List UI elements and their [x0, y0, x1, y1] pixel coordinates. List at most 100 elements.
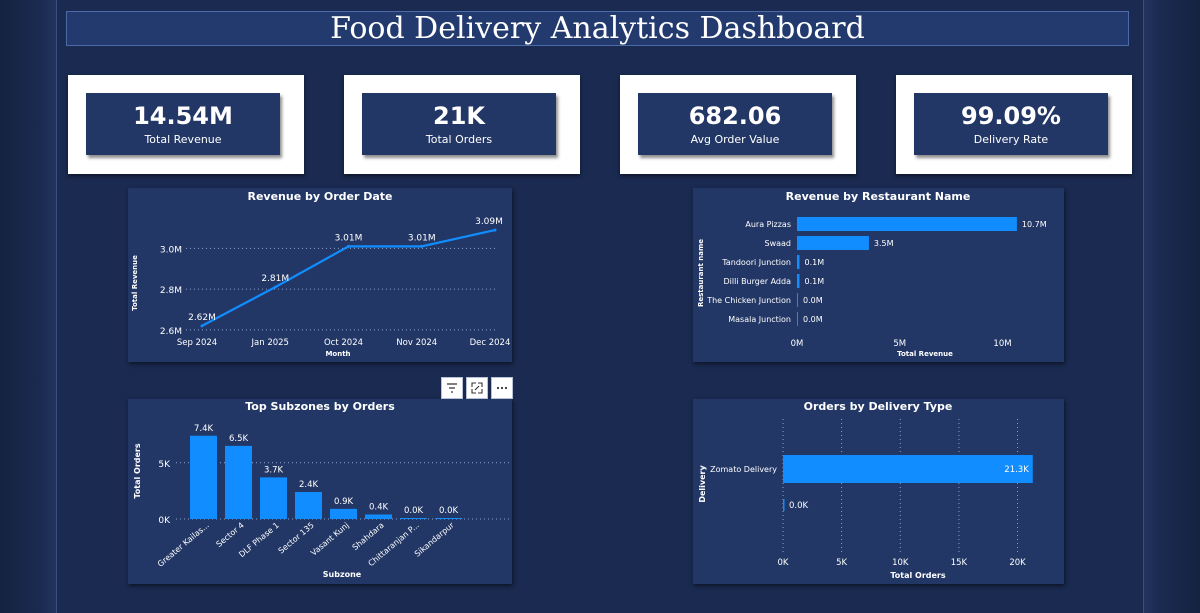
- kpi-card: 14.54M Total Revenue: [86, 93, 280, 155]
- data-label: 10.7M: [1022, 220, 1047, 229]
- y-axis-label: Total Orders: [133, 443, 142, 498]
- chart-title: Revenue by Restaurant Name: [786, 190, 971, 203]
- data-label: 3.09M: [475, 217, 503, 227]
- x-tick-label: 10K: [892, 558, 909, 568]
- data-label: 2.81M: [261, 274, 289, 284]
- filter-icon[interactable]: [441, 377, 463, 399]
- y-tick-label: 2.6M: [160, 327, 182, 337]
- orders-by-delivery-type-chart[interactable]: Orders by Delivery Type 0K 5K 10K 15K 20K Zoma…: [693, 399, 1064, 584]
- x-tick-label: Sep 2024: [177, 338, 217, 348]
- data-label: 3.01M: [408, 233, 436, 243]
- bar: [400, 518, 427, 519]
- right-edge-decoration: [1143, 0, 1200, 613]
- data-label: 0.0K: [404, 506, 424, 516]
- data-label: 0.0M: [803, 315, 823, 324]
- category-label: Tandoori Junction: [721, 258, 791, 267]
- y-tick-label: 3.0M: [160, 245, 182, 255]
- bar: [365, 514, 392, 519]
- bar: [225, 445, 252, 519]
- kpi-delivery-rate[interactable]: 99.09% Delivery Rate: [896, 75, 1132, 174]
- kpi-value: 21K: [433, 102, 485, 130]
- kpi-label: Total Orders: [425, 133, 493, 146]
- bar: [797, 274, 800, 288]
- data-label: 6.5K: [229, 434, 249, 444]
- x-tick-label: Sector 4: [214, 521, 245, 549]
- data-label: 0.9K: [334, 497, 354, 507]
- revenue-by-restaurant-chart[interactable]: Revenue by Restaurant Name Aura Pizzas 10.…: [693, 188, 1064, 362]
- data-point: [493, 228, 497, 232]
- x-tick-label: Shahdara: [351, 521, 386, 553]
- chart-title: Orders by Delivery Type: [804, 400, 953, 413]
- bar: [435, 518, 462, 519]
- data-label: 0.1M: [805, 277, 825, 286]
- data-label: 0.4K: [369, 503, 389, 513]
- data-label: 0.0M: [803, 296, 823, 305]
- kpi-total-orders[interactable]: 21K Total Orders: [344, 75, 580, 174]
- x-tick-label: 20K: [1009, 558, 1026, 568]
- y-tick-label: 0K: [158, 516, 171, 526]
- kpi-card: 99.09% Delivery Rate: [914, 93, 1108, 155]
- data-point: [420, 244, 424, 248]
- revenue-by-order-date-chart[interactable]: Revenue by Order Date 2.6M 2.8M 3.0M 2.62M Se…: [128, 188, 512, 362]
- x-tick-label: 5K: [836, 558, 847, 568]
- category-label: Zomato Delivery: [710, 465, 777, 474]
- data-label: 3.01M: [335, 233, 363, 243]
- visual-header-toolbar: [441, 377, 513, 399]
- kpi-avg-order-value[interactable]: 682.06 Avg Order Value: [620, 75, 856, 174]
- x-axis-label: Total Orders: [890, 571, 945, 580]
- x-tick-label: Greater Kailas...: [156, 521, 211, 569]
- data-label: 7.4K: [194, 424, 214, 434]
- bar: [797, 312, 798, 326]
- chart-svg: Orders by Delivery Type 0K 5K 10K 15K 20K Zoma…: [698, 400, 1033, 580]
- bar: [797, 255, 800, 269]
- kpi-label: Total Revenue: [144, 133, 222, 146]
- category-label: Masala Junction: [728, 315, 791, 324]
- chart-svg: Top Subzones by Orders 0K 5K 7.4K Greater Ka…: [133, 400, 510, 579]
- data-point: [273, 285, 277, 289]
- data-label: 3.7K: [264, 465, 284, 475]
- bar: [330, 508, 357, 519]
- data-label: 0.1M: [805, 258, 825, 267]
- x-tick-label: 10M: [993, 339, 1011, 349]
- data-label: 0.0K: [789, 501, 809, 511]
- x-tick-label: Oct 2024: [324, 338, 363, 348]
- left-edge-decoration: [0, 0, 57, 613]
- x-tick-label: Nov 2024: [396, 338, 437, 348]
- kpi-value: 99.09%: [961, 102, 1061, 130]
- x-tick-label: 15K: [951, 558, 968, 568]
- x-tick-label: Jan 2025: [251, 338, 289, 348]
- chart-svg: Revenue by Restaurant Name Aura Pizzas 10.…: [697, 190, 1047, 358]
- x-tick-label: Vasant Kunj: [309, 521, 351, 558]
- data-point: [347, 244, 350, 248]
- bar: [783, 499, 785, 511]
- x-tick-label: 0M: [791, 339, 804, 349]
- data-point: [200, 324, 204, 328]
- focus-mode-icon[interactable]: [466, 377, 488, 399]
- chart-title: Top Subzones by Orders: [245, 400, 395, 413]
- x-tick-label: Dec 2024: [470, 338, 511, 348]
- category-label: Dilli Burger Adda: [723, 277, 791, 286]
- x-tick-label: 0K: [778, 558, 789, 568]
- bar: [797, 236, 869, 250]
- kpi-label: Delivery Rate: [973, 133, 1049, 146]
- x-axis-label: Total Revenue: [897, 350, 953, 358]
- y-axis-label: Total Revenue: [131, 255, 139, 311]
- series-line: [201, 229, 496, 327]
- kpi-total-revenue[interactable]: 14.54M Total Revenue: [68, 75, 304, 174]
- kpi-label: Avg Order Value: [690, 133, 780, 146]
- chart-svg: Revenue by Order Date 2.6M 2.8M 3.0M 2.62M Se…: [131, 190, 511, 358]
- kpi-value: 682.06: [688, 102, 782, 130]
- bar: [295, 492, 322, 519]
- bar: [797, 293, 798, 307]
- data-label: 21.3K: [1004, 465, 1029, 475]
- x-axis-label: Subzone: [323, 570, 362, 579]
- top-subzones-by-orders-chart[interactable]: Top Subzones by Orders 0K 5K 7.4K Greater Ka…: [128, 399, 512, 584]
- kpi-card: 682.06 Avg Order Value: [638, 93, 832, 155]
- y-axis-label: Restaurant name: [697, 239, 705, 307]
- kpi-card: 21K Total Orders: [362, 93, 556, 155]
- kpi-value: 14.54M: [133, 102, 233, 130]
- category-label: The Chicken Junction: [706, 296, 791, 305]
- category-label: Swaad: [764, 239, 791, 248]
- more-options-icon[interactable]: [491, 377, 513, 399]
- x-axis-label: Month: [325, 350, 350, 358]
